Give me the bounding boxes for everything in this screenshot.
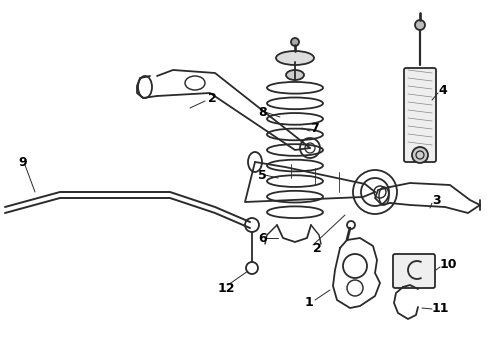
Ellipse shape xyxy=(276,51,314,65)
Text: 10: 10 xyxy=(440,258,458,271)
Text: 7: 7 xyxy=(310,122,319,135)
Text: 1: 1 xyxy=(305,296,314,309)
Ellipse shape xyxy=(286,70,304,80)
Text: 3: 3 xyxy=(432,194,441,207)
Text: 11: 11 xyxy=(432,302,449,315)
Text: 5: 5 xyxy=(258,168,267,181)
Text: 4: 4 xyxy=(438,84,447,96)
Text: 12: 12 xyxy=(218,282,236,294)
Circle shape xyxy=(412,147,428,163)
Text: 8: 8 xyxy=(258,105,267,118)
Text: 2: 2 xyxy=(208,91,217,104)
Text: 6: 6 xyxy=(258,231,267,244)
FancyBboxPatch shape xyxy=(393,254,435,288)
Text: 9: 9 xyxy=(18,156,26,168)
Circle shape xyxy=(415,20,425,30)
Text: 2: 2 xyxy=(313,242,322,255)
FancyBboxPatch shape xyxy=(404,68,436,162)
Circle shape xyxy=(291,38,299,46)
